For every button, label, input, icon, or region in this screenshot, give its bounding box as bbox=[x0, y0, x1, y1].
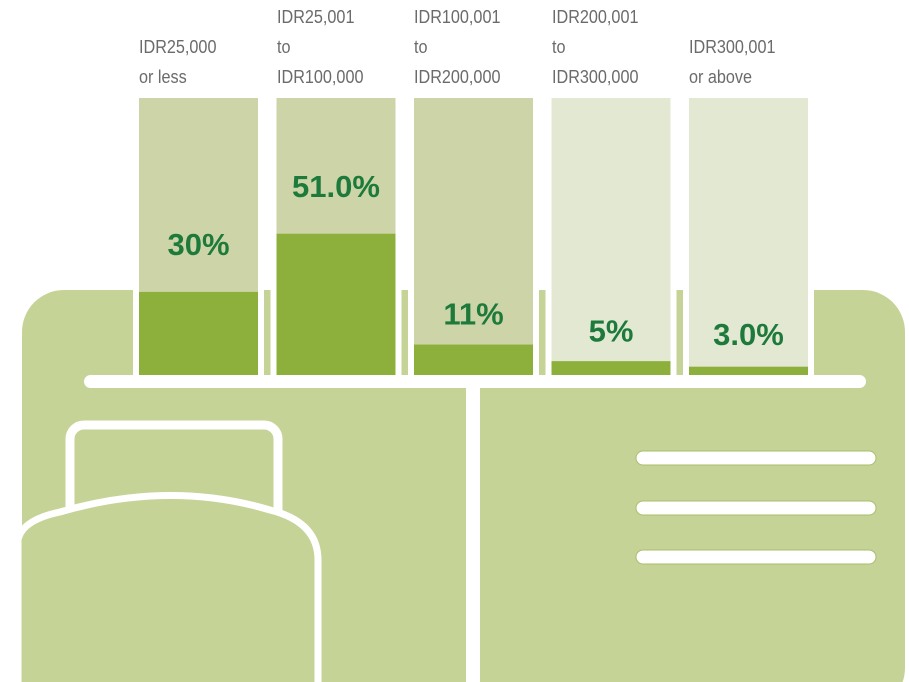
value-label: 5% bbox=[589, 313, 634, 348]
bar-track bbox=[414, 98, 533, 375]
pocket bbox=[18, 495, 318, 682]
bar bbox=[689, 367, 808, 375]
wallet-divider bbox=[466, 381, 480, 682]
value-label: 30% bbox=[167, 227, 229, 262]
bar bbox=[139, 292, 258, 375]
category-label: IDR200,001 to IDR300,000 bbox=[552, 2, 665, 92]
value-label: 3.0% bbox=[713, 317, 784, 352]
stripe bbox=[636, 451, 876, 465]
columns: 30% 51.0% 11% 5% 3.0% bbox=[133, 98, 814, 375]
bar bbox=[277, 234, 396, 375]
category-label: IDR100,001 to IDR200,000 bbox=[414, 2, 527, 92]
category-label: IDR25,001 to IDR100,000 bbox=[277, 2, 390, 92]
value-label: 11% bbox=[443, 297, 503, 332]
bar bbox=[414, 345, 533, 375]
category-label: IDR25,000 or less bbox=[139, 32, 252, 92]
category-label: IDR300,001 or above bbox=[689, 32, 802, 92]
value-label: 51.0% bbox=[292, 169, 380, 204]
wallet-seam bbox=[84, 375, 866, 388]
chart: 30% 51.0% 11% 5% 3.0% bbox=[0, 0, 909, 682]
stripe bbox=[636, 550, 876, 564]
stripe bbox=[636, 501, 876, 515]
infographic: 30% 51.0% 11% 5% 3.0% IDR25,000 or less IDR25… bbox=[0, 0, 909, 682]
bar bbox=[552, 361, 671, 375]
